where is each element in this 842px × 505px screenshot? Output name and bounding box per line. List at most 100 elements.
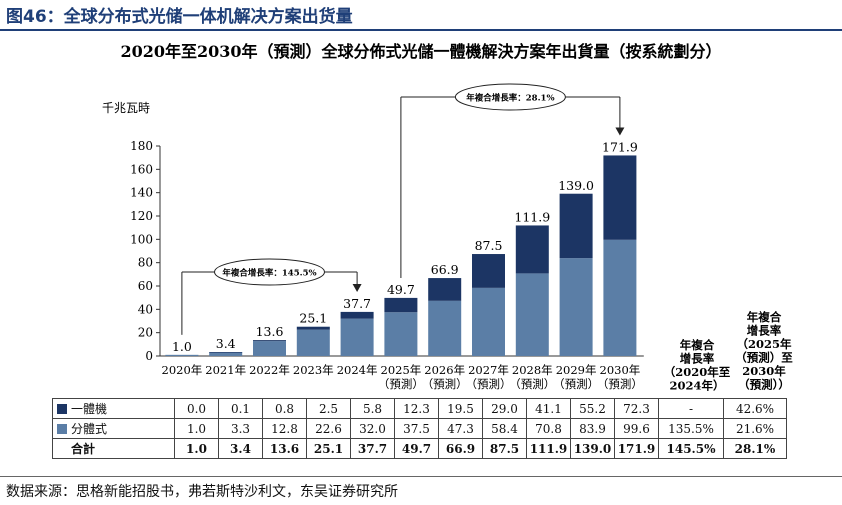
x-tick-label: 2021年 [205,363,246,377]
table-row: 一體機 0.0 0.1 0.8 2.5 5.8 12.3 19.5 29.0 41.1 55.2 72… [52,398,787,419]
x-tick-label: 2030年 [600,363,641,377]
x-tick-label: 2029年 [556,363,597,377]
annotation-arrowhead [352,284,362,293]
x-tick-label: 2025年 [381,363,422,377]
table-cell: 171.9 [614,438,659,459]
table-row-label: 合計 [52,438,175,459]
x-tick-label: 2024年 [337,363,378,377]
x-tick-label: （預測） [378,377,424,391]
bar-segment-distributed [384,312,418,356]
x-tick-label: 2023年 [293,363,334,377]
annotation-label: 年複合增長率：145.5% [222,268,316,279]
source-note: 数据来源：思格新能招股书，弗若斯特沙利文，东吴证券研究所 [6,484,398,500]
table-cell: 0.0 [174,398,219,419]
table-cell-cagr-2025-2030: 42.6% [723,398,787,419]
table-cell: 66.9 [438,438,483,459]
cagr-headers: 年複合增長率（2020年至2024年）年複合增長率（2025年（預測）至2030… [664,310,794,393]
legend-label: 合計 [71,442,96,456]
y-tick-label: 120 [130,209,153,223]
bar-total-label: 87.5 [475,238,503,253]
y-tick-label: 80 [138,256,153,270]
table-cell: 29.0 [482,398,527,419]
bar-segment-distributed [165,354,199,356]
y-tick-label: 0 [145,349,153,363]
table-cell: 47.3 [438,418,483,439]
table-cell-cagr-2025-2030: 28.1% [723,438,787,459]
legend-swatch [57,424,67,434]
table-row: 分體式 1.0 3.3 12.8 22.6 32.0 37.5 47.3 58.4 70.8 83.… [52,418,787,439]
table-cell: 83.9 [570,418,615,439]
bar-total-label: 25.1 [299,311,327,326]
table-cell: 55.2 [570,398,615,419]
annotation-ellipse [214,258,325,286]
table-cell: 49.7 [394,438,439,459]
cagr-header-2-line: 2030年 [742,364,786,378]
y-tick-label: 140 [130,186,153,200]
bar-segment-integrated [340,311,374,319]
table-cell: 3.3 [218,418,263,439]
cagr-header-1-line: 年複合 [680,338,715,352]
data-table: 一體機 0.0 0.1 0.8 2.5 5.8 12.3 19.5 29.0 41.1 55.2 72… [52,398,787,459]
cagr-header-2-line: （2025年 [736,337,792,351]
bar-total-label: 37.7 [343,296,371,311]
cagr-header-1-line: 2024年） [669,379,724,393]
y-tick-label: 60 [138,279,153,293]
table-cell-cagr-2020-2024: - [658,398,724,419]
bar-segment-distributed [428,300,462,356]
bar-total-label: 66.9 [431,262,459,277]
x-tick-label: （預測） [509,377,555,391]
bar-segment-distributed [253,341,286,356]
bar-segment-distributed [209,352,243,356]
table-cell: 22.6 [306,418,351,439]
table-cell: 2.5 [306,398,351,419]
annotation-ellipse [454,83,566,111]
cagr-header-2-line: （預測）） [738,378,790,392]
y-tick-label: 20 [138,326,153,340]
table-cell: 1.0 [174,438,219,459]
x-tick-label: 2020年 [162,363,203,377]
table-cell: 87.5 [482,438,527,459]
table-cell-cagr-2020-2024: 145.5% [658,438,724,459]
table-cell: 25.1 [306,438,351,459]
annotation-label: 年複合增長率：28.1% [466,93,554,104]
bar-segment-integrated [296,326,330,330]
bar-segment-distributed [472,287,505,356]
y-axis-label: 千兆瓦時 [102,101,150,115]
x-tick-label: 2027年 [468,363,509,377]
table-cell: 37.7 [350,438,395,459]
bar-segment-integrated [384,297,418,313]
y-tick-label: 100 [130,232,153,246]
table-cell: 12.8 [262,418,307,439]
bar-segment-distributed [296,329,330,356]
bar-total-label: 3.4 [216,336,236,351]
table-cell: 1.0 [174,418,219,439]
legend-label: 分體式 [71,422,108,436]
bar-total-label: 139.0 [558,178,594,193]
table-cell: 139.0 [570,438,615,459]
data-table-container: 一體機 0.0 0.1 0.8 2.5 5.8 12.3 19.5 29.0 41.1 55.2 72… [52,398,787,459]
table-cell-cagr-2020-2024: 135.5% [658,418,724,439]
table-row-label: 分體式 [52,418,175,439]
table-cell: 32.0 [350,418,395,439]
cagr-header-1-line: 增長率 [680,352,715,366]
bar-segment-integrated [253,340,286,342]
table-cell: 5.8 [350,398,395,419]
y-tick-label: 40 [138,302,153,316]
table-cell: 19.5 [438,398,483,419]
x-tick-label: 2026年 [424,363,465,377]
legend-label: 一體機 [71,402,108,416]
bar-total-label: 171.9 [602,139,638,154]
y-tick-label: 180 [130,139,153,153]
bar-segment-distributed [515,273,549,356]
bar-segment-integrated [515,225,549,274]
bar-segment-integrated [603,155,637,240]
cagr-header-1-line: （2020年至 [664,365,731,379]
table-cell: 99.6 [614,418,659,439]
chart-title: 2020年至2030年（預測）全球分佈式光儲一體機解決方案年出貨量（按系統劃分） [120,42,721,61]
table-cell: 0.8 [262,398,307,419]
x-tick-label: 2022年 [249,363,290,377]
table-cell: 58.4 [482,418,527,439]
bar-segment-integrated [209,352,243,353]
table-cell-cagr-2025-2030: 21.6% [723,418,787,439]
